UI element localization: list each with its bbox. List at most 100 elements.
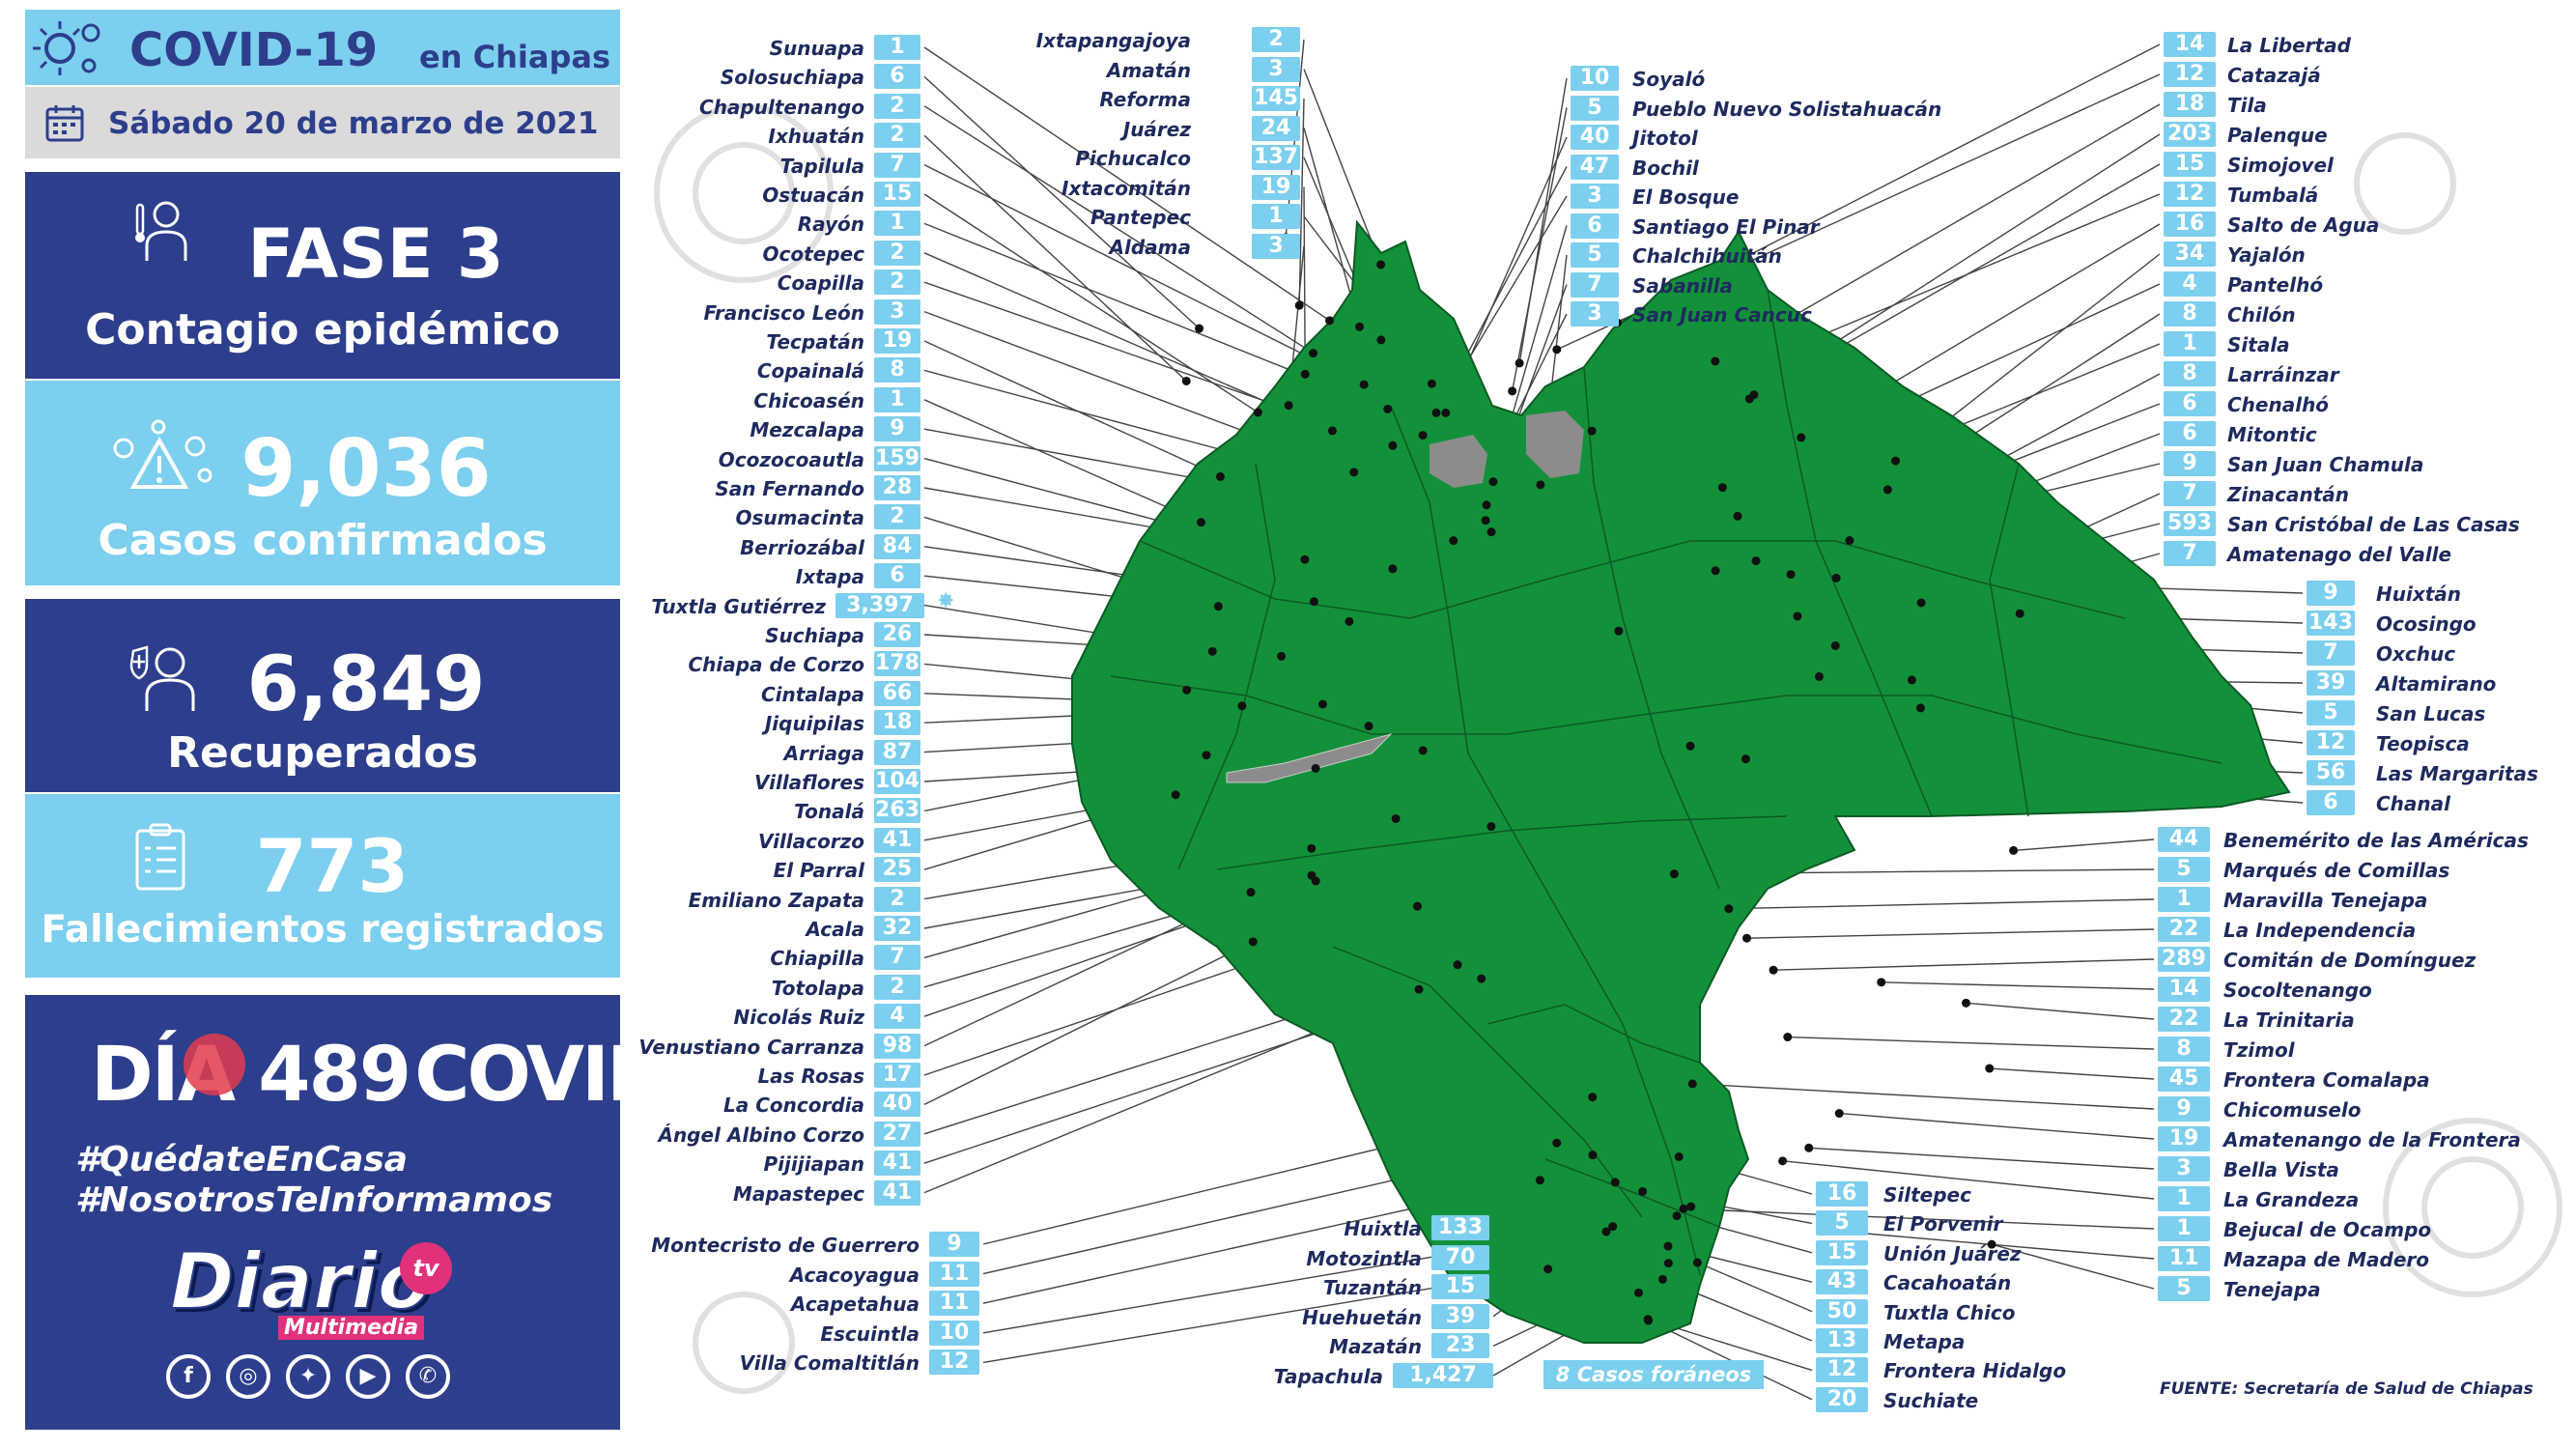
leader-line [923, 193, 1259, 413]
municipality-label: Mapastepec [733, 1181, 864, 1206]
phase-subtitle: Contagio epidémico [85, 305, 560, 355]
youtube-icon[interactable]: ▶ [346, 1354, 390, 1399]
municipality-dot [1349, 468, 1359, 477]
municipality-label: Soyaló [1632, 68, 1706, 91]
municipality-label: Mitontic [2227, 423, 2317, 446]
leader-line [1648, 1320, 1813, 1401]
municipality-label: Ixtapangajoya [1035, 29, 1191, 52]
municipality-dot [1657, 1274, 1667, 1284]
municipality-label: Chalchihuitán [1632, 244, 1782, 268]
municipality-dot [1845, 536, 1854, 546]
municipality-dot [1215, 471, 1225, 481]
case-count-badge: 20 [1816, 1386, 1868, 1412]
leader-line [1683, 1208, 2155, 1230]
municipality-label: Ángel Albino Corzo [658, 1122, 864, 1147]
municipality-label: Ocotepec [762, 242, 864, 266]
virus-marker-icon: ✸ [937, 589, 955, 613]
municipality-label: Tonalá [794, 800, 864, 824]
municipality-dot [1679, 1204, 1688, 1213]
municipality-dot [1355, 322, 1365, 331]
municipality-dot [1182, 685, 1192, 695]
confirmed-label: Casos confirmados [98, 516, 548, 565]
case-count-badge: 12 [2164, 62, 2216, 87]
municipality-dot [1633, 1288, 1643, 1297]
case-count-badge: 7 [2307, 640, 2355, 666]
leader-line [923, 46, 1330, 322]
case-count-badge: 18 [874, 710, 920, 736]
municipality-label: Tecpatán [766, 330, 864, 354]
case-count-badge: 10 [929, 1320, 979, 1346]
municipality-label: Sitala [2227, 333, 2290, 356]
gray-region-north [1430, 435, 1487, 488]
municipality-dot [1804, 1143, 1814, 1152]
municipality-label: Chapultenango [699, 95, 864, 119]
municipality-dot [1171, 790, 1180, 800]
case-count-badge: 70 [1431, 1244, 1489, 1270]
municipality-label: Tuxtla Gutiérrez [651, 594, 826, 618]
municipality-dot [1783, 1033, 1793, 1042]
whatsapp-icon[interactable]: ✆ [406, 1354, 450, 1399]
case-count-badge: 22 [2158, 1007, 2210, 1032]
municipality-dot [1376, 260, 1386, 270]
case-count-badge: 1 [874, 386, 920, 412]
municipality-label: Pijijiapan [763, 1152, 864, 1177]
case-count-badge: 3 [1571, 301, 1619, 327]
case-count-badge: 12 [2307, 730, 2355, 755]
gray-region-west [1526, 411, 1584, 478]
confirmed-panel: 9,036 Casos confirmados [25, 381, 620, 585]
municipality-label: Amatenango de la Frontera [2223, 1128, 2521, 1151]
case-count-badge: 3 [1252, 56, 1300, 82]
municipality-label: La Independencia [2223, 919, 2417, 942]
leader-line [923, 941, 1254, 1106]
case-count-badge: 28 [874, 475, 920, 500]
municipality-label: Villaflores [753, 771, 864, 794]
municipality-label: Las Rosas [757, 1065, 864, 1088]
municipality-dot [1309, 597, 1318, 607]
municipality-label: Acala [806, 918, 864, 941]
case-count-badge: 4 [2164, 271, 2216, 297]
case-count-badge: 16 [1816, 1181, 1868, 1207]
case-count-badge: 9 [2307, 581, 2355, 606]
twitter-icon[interactable]: ✦ [286, 1354, 330, 1399]
municipality-dot [1449, 536, 1458, 546]
case-count-badge: 7 [2164, 481, 2216, 506]
leader-line [923, 399, 1202, 524]
instagram-icon[interactable]: ◎ [226, 1354, 270, 1399]
municipality-label: Metapa [1883, 1330, 1966, 1353]
facebook-icon[interactable]: f [166, 1354, 211, 1399]
municipality-label: Catazajá [2227, 64, 2321, 87]
case-count-badge: 34 [2164, 242, 2216, 267]
municipality-dot [1327, 426, 1337, 436]
municipality-label: Chanal [2376, 792, 2451, 815]
case-count-badge: 5 [2158, 857, 2210, 882]
date-label: Sábado 20 de marzo de 2021 [108, 106, 599, 141]
municipality-dot [1388, 440, 1398, 450]
municipality-label: Huixtán [2376, 582, 2462, 606]
case-count-badge: 41 [874, 827, 920, 853]
municipality-dot [1202, 751, 1211, 760]
case-count-badge: 40 [874, 1092, 920, 1118]
municipality-label: Palenque [2227, 124, 2328, 147]
case-count-badge: 17 [874, 1063, 920, 1088]
case-count-badge: 6 [874, 64, 920, 90]
municipality-label: El Porvenir [1883, 1212, 2003, 1236]
municipality-dot [1877, 978, 1886, 987]
case-count-badge: 3 [874, 298, 920, 325]
municipality-dot [1311, 876, 1320, 886]
warning-icon [106, 419, 212, 497]
municipality-dot [1383, 404, 1393, 413]
municipality-label: Montecristo de Guerrero [651, 1234, 920, 1257]
case-count-badge: 159 [874, 445, 920, 471]
municipality-label: Sunuapa [769, 37, 864, 60]
case-count-badge: 10 [1571, 66, 1619, 91]
leader-line [923, 105, 1314, 355]
date-panel: Sábado 20 de marzo de 2021 [25, 87, 620, 158]
case-count-badge: 14 [2158, 977, 2210, 1002]
municipality-label: Arriaga [783, 741, 864, 765]
municipality-dot [1345, 616, 1354, 626]
case-count-badge: 22 [2158, 917, 2210, 942]
municipality-label: Mazapa de Madero [2223, 1248, 2430, 1271]
municipality-label: Las Margaritas [2376, 762, 2538, 785]
case-count-badge: 47 [1571, 154, 1619, 180]
case-count-badge: 15 [874, 182, 920, 207]
